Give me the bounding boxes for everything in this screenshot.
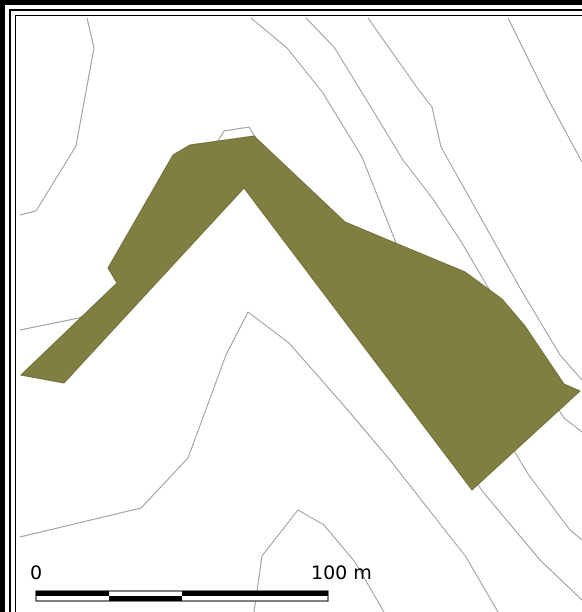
contour-line xyxy=(367,17,582,381)
site-area-polygon xyxy=(19,135,581,491)
map-frame-inner-top xyxy=(9,9,582,11)
scale-bar-segment xyxy=(109,596,182,601)
contour-line xyxy=(253,509,385,612)
scale-bar-segment xyxy=(36,591,109,596)
scale-bar-start-label: 0 xyxy=(30,562,42,584)
map-frame-outer-left xyxy=(0,0,5,612)
contour-line xyxy=(19,311,499,612)
contour-line xyxy=(507,17,582,163)
map-frame-thin-top xyxy=(15,15,582,16)
map-frame-inner-left xyxy=(9,9,11,612)
scale-bar: 0 100 m xyxy=(30,562,372,602)
map-frame-thin-left xyxy=(15,15,16,612)
scale-bar-end-label: 100 m xyxy=(311,562,372,584)
contour-line xyxy=(19,17,95,216)
map-frame-outer-top xyxy=(0,0,582,5)
scale-bar-segment xyxy=(182,591,328,596)
